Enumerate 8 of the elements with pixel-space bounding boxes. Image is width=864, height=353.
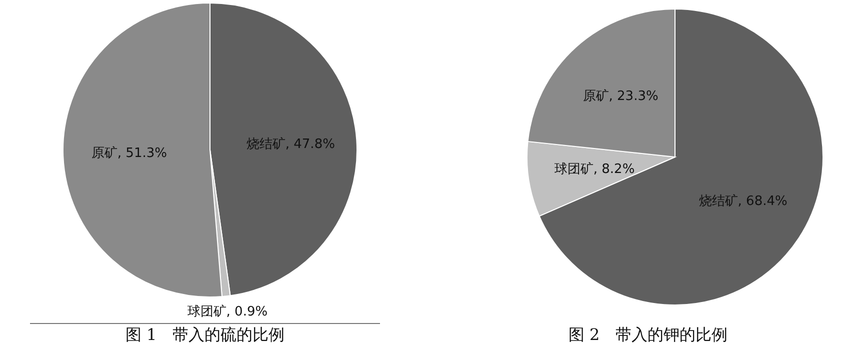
- slice-label: 烧结矿, 47.8%: [246, 136, 335, 152]
- slice-label: 球团矿, 0.9%: [187, 304, 268, 320]
- text: 图 1 带入的硫的比例: [124, 325, 286, 346]
- slice-label: 原矿, 23.3%: [582, 88, 658, 104]
- slice-label: 球团矿, 8.2%: [554, 162, 635, 177]
- text: 图 2 带入的钾的比例: [567, 325, 729, 346]
- slice-label: 烧结矿, 68.4%: [698, 194, 788, 210]
- slice-label: 原矿, 51.3%: [91, 146, 167, 161]
